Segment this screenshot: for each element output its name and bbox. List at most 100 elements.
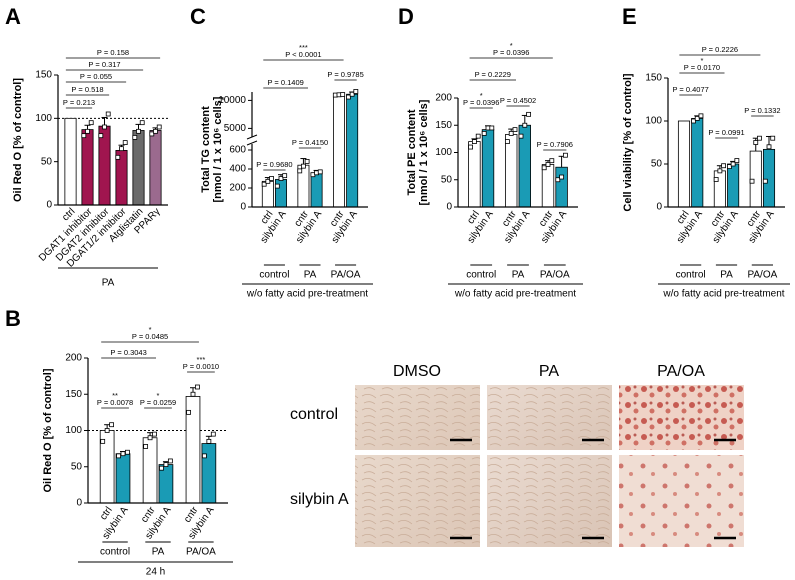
bar <box>713 170 726 208</box>
p-value: P = 0.0991 <box>708 128 744 137</box>
p-value: P = 0.2226 <box>702 45 738 54</box>
data-point <box>210 431 216 437</box>
y-tick-label: 150 <box>35 70 52 81</box>
data-point <box>167 458 173 464</box>
data-point <box>349 91 355 97</box>
axis-break <box>247 137 257 144</box>
y-axis-label: Cell viability [% of control] <box>622 73 634 211</box>
bar <box>149 130 162 206</box>
footer-label: w/o fatty acid pre-treatment <box>454 289 576 300</box>
data-point <box>122 140 128 146</box>
panel-label: A <box>5 4 21 29</box>
bar <box>310 172 323 208</box>
row-label: control <box>290 406 338 423</box>
y-axis-label: Oil Red O [% of control] <box>12 78 24 202</box>
data-point <box>522 122 528 128</box>
data-point <box>770 135 776 141</box>
footer-label: 24 h <box>146 567 165 578</box>
data-point <box>136 128 141 134</box>
bar <box>64 117 77 206</box>
data-point <box>545 162 551 167</box>
y-tick-label: 50 <box>651 159 663 170</box>
p-value: P = 0.055 <box>80 72 112 81</box>
data-point <box>757 135 762 141</box>
data-point <box>512 127 518 133</box>
data-point <box>317 169 323 175</box>
y-tick-label: 150 <box>435 120 452 131</box>
data-point <box>753 140 759 145</box>
panel-label: D <box>398 4 414 29</box>
y-axis-label: Total PE content <box>406 109 418 195</box>
data-point <box>694 116 700 121</box>
data-point <box>156 124 162 130</box>
column-label: PA <box>539 363 559 380</box>
bar-chart: E 0 50 100 150 Cell viability [% of control] c… <box>622 4 790 300</box>
footer-label: w/o fatty acid pre-treatment <box>246 289 368 300</box>
micrograph-texture <box>619 455 744 547</box>
data-point <box>206 438 212 444</box>
significance-stars: * <box>510 41 513 50</box>
p-value: P = 0.0396 <box>463 98 499 107</box>
data-point <box>301 163 306 169</box>
y-tick-label: 150 <box>645 73 662 84</box>
y-axis-label: Oil Red O [% of control] <box>42 368 54 492</box>
group-label: PA/OA <box>540 270 570 281</box>
data-point <box>116 453 121 459</box>
data-point <box>559 174 564 180</box>
significance-stars: *** <box>197 355 206 364</box>
group-label: control <box>259 270 289 281</box>
data-point <box>698 113 704 119</box>
data-point <box>163 462 169 467</box>
panel-label: C <box>190 4 206 29</box>
data-point <box>98 133 104 139</box>
data-point <box>143 444 149 449</box>
row-label: silybin A <box>290 491 349 508</box>
p-value: P = 0.0078 <box>97 398 133 407</box>
data-point <box>282 173 288 179</box>
data-point <box>353 89 359 94</box>
p-value: P = 0.2229 <box>475 70 511 79</box>
data-point <box>555 177 561 183</box>
bar <box>132 130 145 206</box>
data-point <box>153 128 158 134</box>
significance-stars: * <box>480 91 483 100</box>
p-value: P = 0.213 <box>63 98 95 107</box>
panel-label: B <box>5 306 21 331</box>
data-point <box>120 451 126 457</box>
data-point <box>526 111 532 117</box>
footer-label: w/o fatty acid pre-treatment <box>662 289 784 300</box>
group-label: PA <box>512 270 525 281</box>
bar <box>201 443 217 504</box>
data-point <box>563 152 568 158</box>
y-axis-label: [nmol / 1 x 10⁶ cells] <box>418 99 430 205</box>
group-label: PA/OA <box>186 547 216 558</box>
footer-label: PA <box>102 278 115 289</box>
data-point <box>304 158 310 164</box>
data-point <box>125 449 130 455</box>
y-tick-label: 200 <box>65 353 82 364</box>
y-tick-label: 100 <box>65 425 82 436</box>
data-point <box>766 144 772 150</box>
data-point <box>88 120 94 126</box>
data-point <box>104 428 110 433</box>
bar-chart: D 0 50 100 150 200 Total PE content [nmol / 1 x… <box>398 4 583 300</box>
y-tick-label: 100 <box>435 147 452 158</box>
data-point <box>508 131 514 136</box>
axis-break-mark <box>246 140 258 146</box>
significance-stars: ** <box>112 391 118 400</box>
p-value: P = 0.317 <box>88 60 120 69</box>
p-value: P = 0.1409 <box>267 78 303 87</box>
micrograph-panel: DMSO PA PA/OA control silybin A <box>290 363 744 547</box>
p-value: P = 0.0485 <box>132 332 168 341</box>
y-tick-label: 100 <box>645 116 662 127</box>
data-point <box>261 181 267 187</box>
bar <box>555 166 568 208</box>
y-tick-label: 50 <box>71 461 83 472</box>
bar <box>333 94 345 208</box>
micrograph-texture <box>355 455 480 547</box>
p-value: P = 0.518 <box>71 85 103 94</box>
bar <box>727 163 740 208</box>
